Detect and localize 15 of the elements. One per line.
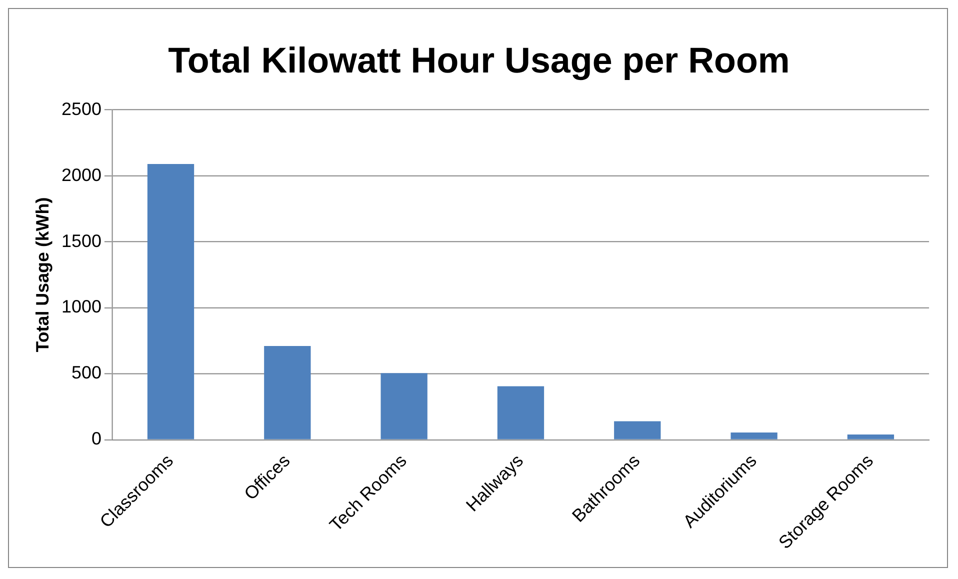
bar xyxy=(147,164,194,440)
y-tick-label: 500 xyxy=(71,362,102,383)
y-axis-title: Total Usage (kWh) xyxy=(32,197,53,352)
bar xyxy=(380,373,428,440)
bar xyxy=(264,346,311,440)
y-tick-label: 1500 xyxy=(62,230,102,251)
bar xyxy=(847,434,894,440)
y-tick-label: 2500 xyxy=(62,98,102,119)
bar xyxy=(614,421,661,440)
bar xyxy=(730,432,778,440)
y-tick-label: 1000 xyxy=(62,296,102,317)
bar xyxy=(497,386,544,440)
chart-title: Total Kilowatt Hour Usage per Room xyxy=(168,40,790,80)
y-tick-label: 2000 xyxy=(62,164,102,185)
y-tick-label: 0 xyxy=(91,428,102,449)
